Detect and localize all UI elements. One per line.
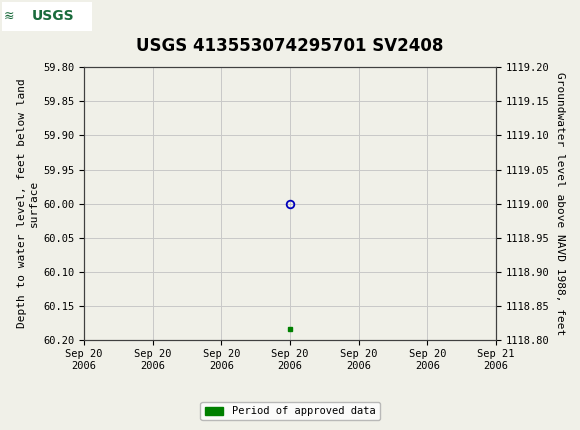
Text: ≋: ≋ [3, 9, 14, 22]
Y-axis label: Depth to water level, feet below land
surface: Depth to water level, feet below land su… [17, 79, 39, 329]
Legend: Period of approved data: Period of approved data [201, 402, 379, 421]
Text: USGS: USGS [32, 9, 74, 23]
Text: USGS 413553074295701 SV2408: USGS 413553074295701 SV2408 [136, 37, 444, 55]
Bar [2, 2, 92, 31]
Y-axis label: Groundwater level above NAVD 1988, feet: Groundwater level above NAVD 1988, feet [555, 72, 565, 335]
